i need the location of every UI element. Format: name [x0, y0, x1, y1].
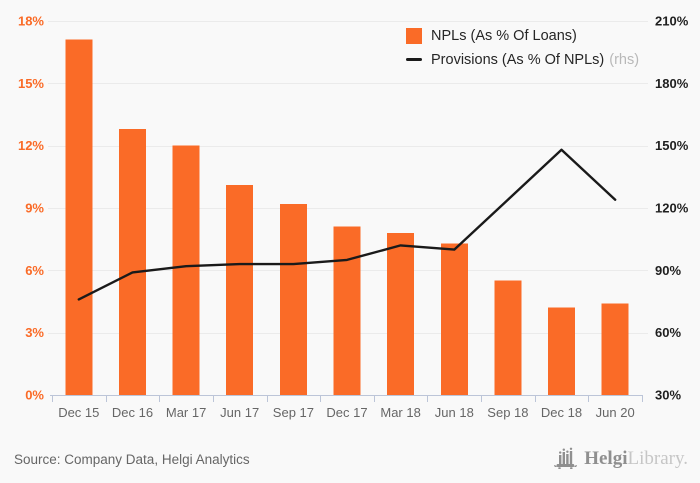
right-axis-label: 210% [655, 14, 689, 29]
left-axis-label: 6% [25, 263, 44, 278]
x-axis-label: Dec 15 [58, 405, 99, 420]
left-axis-label: 9% [25, 201, 44, 216]
logo-text-helgi: Helgi [584, 448, 628, 469]
bar [387, 232, 415, 395]
bar [279, 203, 307, 395]
left-axis-label: 15% [18, 76, 44, 91]
x-axis-label: Sep 17 [273, 405, 314, 420]
logo-text-library: Library. [627, 448, 689, 469]
x-axis-label: Jun 18 [435, 405, 474, 420]
bar [65, 39, 93, 395]
bar [119, 129, 146, 395]
right-axis-label: 30% [655, 388, 681, 403]
bar [601, 303, 629, 395]
x-axis-label: Dec 17 [326, 405, 367, 420]
left-axis-label: 0% [25, 388, 44, 403]
left-axis-label: 3% [25, 325, 44, 340]
x-axis-label: Dec 18 [541, 405, 582, 420]
bar [548, 307, 575, 395]
legend: NPLs (As % Of Loans) Provisions (As % Of… [406, 27, 639, 75]
right-axis-label: 120% [655, 201, 689, 216]
x-axis-label: Sep 18 [487, 405, 528, 420]
x-axis-label: Dec 16 [112, 405, 153, 420]
legend-rhs-note: (rhs) [609, 51, 640, 68]
right-axis-label: 150% [655, 138, 689, 153]
x-axis-label: Mar 17 [166, 405, 206, 420]
x-axis-label: Jun 20 [596, 405, 635, 420]
provisions-line [77, 148, 617, 301]
right-axis-label: 90% [655, 263, 681, 278]
legend-item-provisions: Provisions (As % Of NPLs) (rhs) [406, 51, 639, 68]
npls-swatch-icon [406, 27, 422, 44]
helgi-logo: Helgi Library. [554, 447, 688, 470]
right-axis-label: 180% [655, 76, 689, 91]
bar [440, 243, 468, 395]
bar [333, 226, 361, 395]
x-axis-label: Mar 18 [380, 405, 420, 420]
right-axis-label: 60% [655, 325, 681, 340]
bar [172, 145, 200, 395]
provisions-dash-icon [406, 58, 422, 61]
source-text: Source: Company Data, Helgi Analytics [14, 452, 250, 467]
left-axis-label: 18% [18, 14, 44, 29]
legend-label-npls: NPLs (As % Of Loans) [431, 27, 577, 44]
left-axis-label: 12% [18, 138, 44, 153]
chart-plot: 18% 15% 12% 9% 6% 3% 0% 210% 180% 150% 120% 90% 60% 3… [18, 14, 689, 421]
legend-label-provisions: Provisions (As % Of NPLs) [431, 51, 605, 68]
helgi-logo-icon [554, 447, 578, 469]
legend-item-npls: NPLs (As % Of Loans) [406, 27, 639, 44]
bar [226, 185, 254, 395]
x-axis-label: Jun 17 [220, 405, 259, 420]
bar [494, 280, 522, 395]
